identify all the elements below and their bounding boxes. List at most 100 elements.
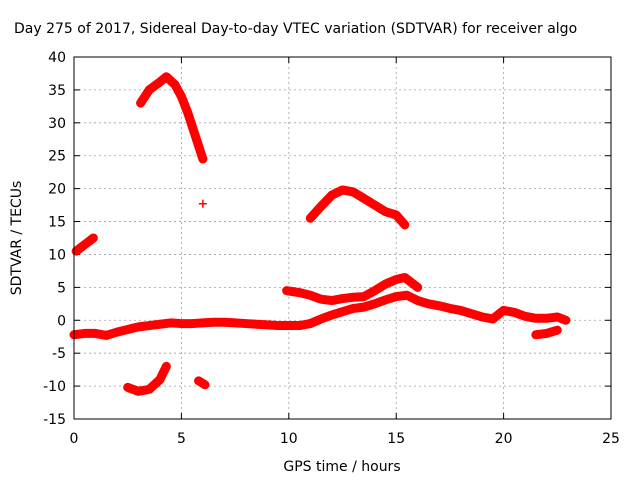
data-point (400, 220, 409, 229)
data-point (220, 318, 229, 327)
data-point (155, 320, 164, 329)
series-track-e (282, 272, 423, 306)
data-point (542, 314, 551, 323)
data-point (136, 99, 145, 108)
data-point (359, 194, 368, 203)
data-point (306, 214, 315, 223)
data-point (134, 387, 143, 396)
chart-title: Day 275 of 2017, Sidereal Day-to-day VTE… (14, 21, 577, 37)
data-point (123, 325, 132, 334)
data-point (338, 294, 347, 303)
data-point (381, 295, 390, 304)
data-point (194, 141, 203, 150)
data-point (231, 318, 240, 327)
data-point (85, 237, 94, 246)
data-point (134, 322, 143, 331)
data-point (370, 299, 379, 308)
y-tick-label: 30 (48, 116, 66, 132)
x-tick-label: 25 (602, 431, 620, 447)
data-point (327, 311, 336, 320)
x-tick-label: 20 (495, 431, 513, 447)
data-point (198, 318, 207, 327)
data-point (413, 283, 422, 292)
data-point (91, 329, 100, 338)
data-point (263, 320, 272, 329)
data-point (166, 318, 175, 327)
data-point (295, 288, 304, 297)
data-point (155, 375, 164, 384)
series-track-f (69, 290, 571, 340)
data-point (435, 301, 444, 310)
y-tick-label: 25 (48, 149, 66, 165)
data-point (252, 320, 261, 329)
data-point (488, 314, 497, 323)
data-point (521, 312, 530, 321)
data-point (145, 321, 154, 330)
data-point (359, 292, 368, 301)
data-point (510, 308, 519, 317)
data-point (349, 293, 358, 302)
y-tick-label: 0 (57, 313, 66, 329)
data-point (531, 330, 540, 339)
series-band (136, 72, 208, 164)
series-band (305, 185, 410, 230)
data-point (306, 291, 315, 300)
data-point (76, 243, 85, 252)
data-point (145, 85, 154, 94)
y-tick-label: -5 (52, 346, 66, 362)
data-point (392, 210, 401, 219)
series-track-i (531, 325, 562, 340)
x-tick-label: 5 (177, 431, 186, 447)
data-point (72, 247, 81, 256)
y-tick-label: 20 (48, 182, 66, 198)
y-tick-label: -10 (43, 379, 66, 395)
data-point (162, 72, 171, 81)
data-point (89, 234, 98, 242)
data-point (317, 314, 326, 323)
data-point (306, 319, 315, 328)
data-point (370, 286, 379, 295)
data-point (542, 329, 551, 338)
data-point (317, 202, 326, 211)
data-point (284, 321, 293, 330)
data-point (424, 299, 433, 308)
data-point (370, 201, 379, 210)
data-point (392, 292, 401, 301)
data-point (327, 191, 336, 200)
plot-frame (73, 56, 612, 420)
data-point (162, 362, 171, 371)
data-point (282, 286, 291, 295)
x-tick-label: 15 (387, 431, 405, 447)
data-point (123, 383, 132, 392)
data-point (338, 307, 347, 316)
data-point (102, 331, 111, 340)
series-track-d (305, 185, 410, 230)
axis-ticks: 0 5 10 15 20 25 -15 -10 -5 0 5 10 15 20 25 30 35 40 (43, 50, 620, 447)
data-point (349, 304, 358, 313)
data-point (188, 319, 197, 328)
y-tick-label: 15 (48, 215, 66, 231)
y-tick-label: 5 (57, 280, 66, 296)
data-point (349, 187, 358, 196)
data-point (274, 321, 283, 330)
data-point (155, 78, 164, 87)
data-point (359, 303, 368, 312)
grid (74, 57, 611, 419)
x-axis-label: GPS time / hours (283, 459, 400, 475)
data-points (69, 72, 571, 396)
y-tick-label: 35 (48, 83, 66, 99)
data-point (145, 385, 154, 394)
data-point (553, 312, 562, 321)
data-point (177, 319, 186, 328)
data-point (456, 306, 465, 315)
data-point (531, 314, 540, 323)
series-track-b (71, 233, 98, 256)
data-point (413, 296, 422, 305)
data-point (80, 329, 89, 338)
data-point (112, 328, 121, 337)
data-point (392, 275, 401, 284)
data-point (381, 280, 390, 289)
series-track-c (198, 199, 207, 208)
data-point (381, 207, 390, 216)
